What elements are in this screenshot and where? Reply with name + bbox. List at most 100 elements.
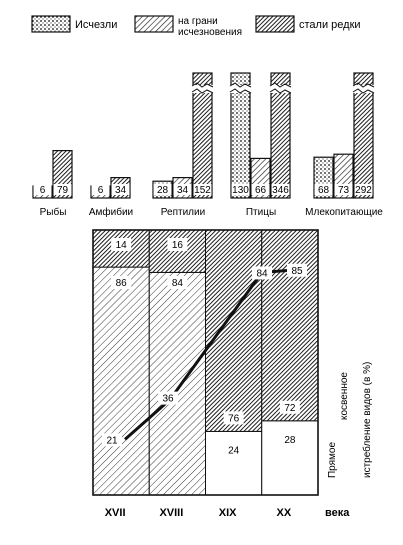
stack-value-label-direct-3: 28 bbox=[284, 435, 296, 446]
bar-label-bg-extinct-2 bbox=[153, 184, 172, 195]
x-axis-label: века bbox=[325, 507, 350, 519]
bar-label-bg-extinct-4 bbox=[314, 184, 333, 195]
bar-label-bg-endangered-2 bbox=[173, 184, 192, 195]
y-axis-label-main: истребление видов (в %) bbox=[361, 362, 373, 478]
stack-label-bg-indirect-2 bbox=[223, 411, 244, 425]
stack-indirect-2 bbox=[205, 229, 263, 432]
category-label-3: Птицы bbox=[246, 207, 276, 218]
bar-label-bg-rare-1 bbox=[111, 184, 130, 195]
bar-extinct-3 bbox=[230, 72, 251, 199]
bar-rare-3 bbox=[270, 72, 291, 199]
stack-direct-2 bbox=[205, 430, 263, 496]
bar-value-label-endangered-2: 34 bbox=[177, 185, 189, 196]
category-label-1: Амфибии bbox=[89, 206, 133, 218]
stack-label-bg-indirect-0 bbox=[111, 238, 132, 251]
stack-indirect-3 bbox=[261, 229, 319, 422]
stack-indirect-1 bbox=[148, 229, 206, 273]
bar-break-mark2-rare-2 bbox=[191, 88, 214, 94]
bar-label-bg-rare-2 bbox=[193, 184, 212, 195]
y-axis-label-direct: Прямое bbox=[327, 442, 338, 478]
legend-swatch-extinct bbox=[31, 15, 71, 33]
stack-direct-0 bbox=[92, 266, 150, 496]
legend-swatch-rare bbox=[255, 15, 295, 33]
stack-value-label-direct-1: 84 bbox=[172, 278, 184, 289]
stack-value-label-direct-2: 24 bbox=[228, 445, 240, 456]
bar-value-label-endangered-4: 73 bbox=[338, 185, 350, 196]
legend-label-rare: стали редки bbox=[299, 19, 361, 31]
bar-value-label-endangered-1: 6 bbox=[98, 185, 104, 196]
bar-break-gap-rare-3 bbox=[270, 85, 291, 93]
stack-value-label-indirect-0: 14 bbox=[116, 240, 128, 251]
stack-label-bg-direct-1 bbox=[167, 276, 188, 289]
century-label-2: XIX bbox=[219, 507, 237, 519]
stack-value-label-indirect-2: 76 bbox=[228, 413, 240, 424]
line-point-label-3: 85 bbox=[291, 266, 303, 277]
bar-rare-4 bbox=[353, 72, 374, 199]
bar-rare-2 bbox=[192, 72, 213, 199]
bar-label-bg-endangered-3 bbox=[251, 184, 270, 195]
bar-break-mark-extinct-3 bbox=[229, 82, 252, 88]
bar-break-gap-rare-4 bbox=[353, 85, 374, 93]
line-point-label-1: 36 bbox=[162, 394, 174, 405]
stack-label-bg-indirect-1 bbox=[167, 238, 188, 251]
bar-break-gap-extinct-3 bbox=[230, 85, 251, 93]
stack-value-label-indirect-3: 72 bbox=[284, 403, 296, 414]
bar-break-mark-rare-2 bbox=[191, 82, 214, 88]
line-label-bg-3 bbox=[287, 263, 307, 277]
century-label-3: XX bbox=[277, 507, 292, 519]
bar-group-3: 130 66 346 bbox=[229, 72, 292, 199]
bar-value-label-extinct-4: 68 bbox=[318, 185, 330, 196]
stack-value-label-indirect-1: 16 bbox=[172, 240, 184, 251]
bar-label-bg-rare-3 bbox=[271, 184, 290, 195]
stack-direct-3 bbox=[261, 420, 319, 496]
bar-label-bg-endangered-4 bbox=[334, 184, 353, 195]
bar-value-label-rare-2: 152 bbox=[194, 185, 211, 196]
plot-frame bbox=[92, 229, 319, 496]
species-bar-chart: 6 79 Рыбы 6 34 Амфибии 28 34 152 Рептилии 130 66 346… bbox=[32, 72, 383, 218]
line-point-label-0: 21 bbox=[106, 435, 118, 446]
extermination-chart: века Прямое косвенное истребление видов … bbox=[92, 229, 373, 519]
direct-share-line bbox=[124, 268, 298, 441]
bar-value-label-endangered-3: 66 bbox=[255, 185, 267, 196]
line-label-bg-1 bbox=[158, 391, 178, 405]
legend-label-extinct: Исчезли bbox=[75, 19, 117, 31]
bar-value-label-rare-0: 79 bbox=[57, 185, 69, 196]
bar-value-label-extinct-2: 28 bbox=[157, 185, 169, 196]
line-point-label-2: 84 bbox=[256, 268, 268, 279]
bar-group-0: 6 79 bbox=[32, 150, 73, 199]
stack-label-bg-indirect-3 bbox=[279, 400, 300, 414]
legend-swatch-endangered bbox=[134, 15, 174, 33]
bar-label-bg-extinct-3 bbox=[231, 184, 250, 195]
bar-label-bg-rare-4 bbox=[354, 184, 373, 195]
stack-value-label-direct-0: 86 bbox=[116, 278, 128, 289]
bar-break-mark2-rare-4 bbox=[352, 88, 375, 94]
category-label-2: Рептилии bbox=[161, 207, 205, 218]
bar-break-mark-rare-4 bbox=[352, 82, 375, 88]
bar-group-1: 6 34 bbox=[90, 177, 131, 199]
y-axis-label-indirect: косвенное bbox=[339, 372, 350, 420]
century-label-1: XVIII bbox=[159, 507, 183, 519]
bar-break-mark2-rare-3 bbox=[269, 88, 292, 94]
stack-label-bg-direct-2 bbox=[223, 443, 244, 457]
legend-label-endangered-line2: исчезновения bbox=[178, 27, 242, 38]
bar-label-bg-rare-0 bbox=[53, 184, 72, 195]
stack-direct-1 bbox=[148, 271, 206, 496]
legend-label-endangered-line1: на грани bbox=[178, 16, 218, 27]
bar-label-bg-endangered-0 bbox=[33, 184, 52, 195]
legend: Исчезли на грани исчезновения стали редк… bbox=[31, 15, 361, 38]
bar-value-label-rare-3: 346 bbox=[272, 185, 289, 196]
bar-break-mark2-extinct-3 bbox=[229, 88, 252, 94]
bar-group-2: 28 34 152 bbox=[152, 72, 214, 199]
bar-value-label-extinct-3: 130 bbox=[232, 185, 249, 196]
bar-break-gap-rare-2 bbox=[192, 85, 213, 93]
bar-group-4: 68 73 292 bbox=[313, 72, 375, 199]
bar-break-mark-rare-3 bbox=[269, 82, 292, 88]
category-label-0: Рыбы bbox=[40, 206, 67, 218]
bar-value-label-rare-4: 292 bbox=[355, 185, 372, 196]
century-label-0: XVII bbox=[105, 507, 126, 519]
stack-label-bg-direct-3 bbox=[279, 432, 300, 446]
category-label-4: Млекопитающие bbox=[305, 207, 383, 218]
bar-value-label-endangered-0: 6 bbox=[40, 185, 46, 196]
bar-label-bg-endangered-1 bbox=[91, 184, 110, 195]
